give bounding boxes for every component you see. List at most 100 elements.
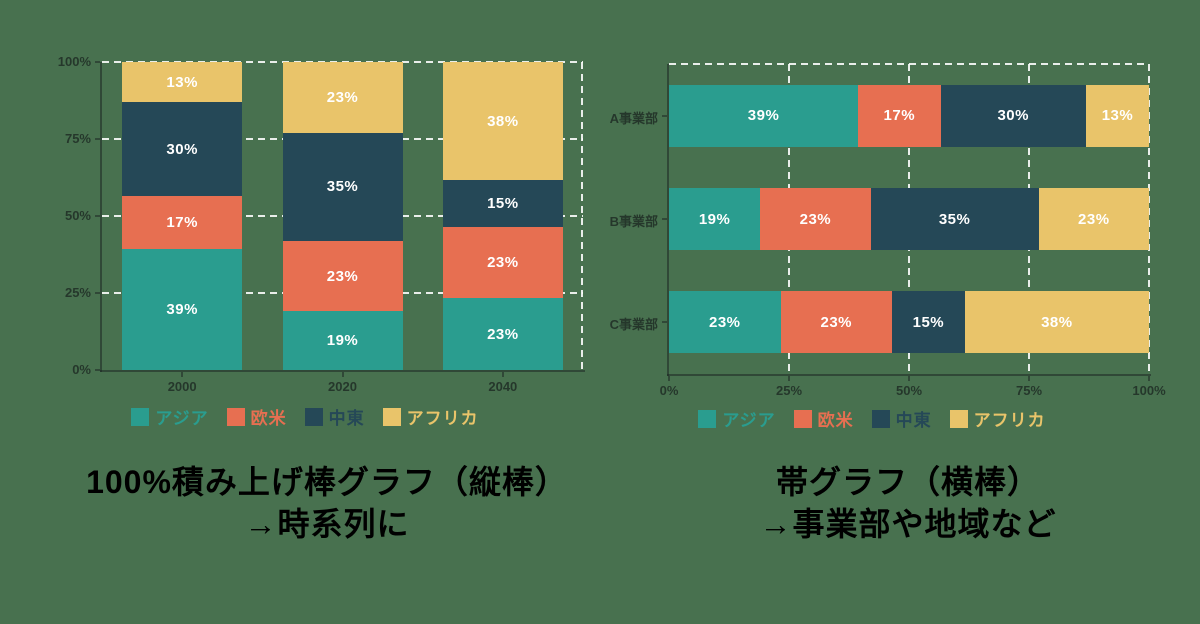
x-tick-label: 25% [775, 383, 803, 398]
bar-value-label: 39% [747, 107, 780, 125]
chart-legend: アジア 欧米 中東 アフリカ [55, 404, 555, 429]
y-tick-label: 25% [64, 285, 91, 300]
bar-value-label: 39% [166, 300, 198, 318]
legend-swatch [793, 409, 812, 428]
y-tick-mark [95, 61, 100, 63]
bar-segment: 23% [669, 291, 781, 354]
y-tick-mark [662, 114, 667, 117]
bar-segment: 23% [282, 240, 403, 312]
bar-value-label: 13% [1101, 107, 1134, 125]
y-tick-mark [662, 218, 667, 220]
caption-left-line1: 100%積み上げ棒グラフ（縦棒） [86, 464, 568, 500]
legend-label: アジア [722, 411, 776, 430]
bar-value-label: 17% [883, 107, 916, 125]
bar-segment: 13% [122, 62, 243, 103]
bar-value-label: 30% [997, 107, 1029, 125]
bar-segment: 19% [669, 188, 761, 250]
x-axis-line [667, 374, 1151, 376]
bar-segment: 19% [282, 311, 403, 370]
bar-value-label: 38% [1041, 313, 1073, 331]
x-tick-mark [181, 372, 184, 377]
bar-segment: 30% [122, 102, 243, 196]
legend-item: アジア [131, 404, 208, 429]
bar-value-label: 35% [938, 210, 971, 228]
y-tick-label: 0% [72, 362, 91, 377]
y-tick-mark [95, 369, 100, 371]
x-tick-mark [341, 372, 344, 377]
bar-value-label: 23% [326, 88, 359, 106]
legend-swatch [871, 409, 890, 428]
bar-segment: 39% [669, 84, 859, 147]
y-tick-label: 50% [64, 208, 91, 223]
x-tick-mark [1148, 376, 1150, 381]
y-tick-label: A事業部 [609, 110, 658, 126]
y-tick-mark [662, 321, 667, 324]
bar-segment: 35% [282, 132, 403, 241]
legend-swatch [304, 407, 323, 426]
caption-right-line2: →事業部や地域など [759, 506, 1057, 542]
legend-item: アジア [698, 406, 775, 431]
legend-swatch [698, 409, 717, 428]
legend-swatch [131, 407, 150, 426]
bar-value-label: 19% [326, 332, 359, 350]
legend-label: 欧米 [817, 411, 854, 430]
x-tick-label: 2000 [167, 379, 197, 394]
bar-value-label: 23% [708, 313, 741, 331]
x-tick-label: 0% [659, 383, 679, 398]
legend-label: アジア [155, 409, 209, 428]
bar-segment: 38% [442, 62, 563, 181]
bar-value-label: 23% [1078, 210, 1110, 228]
legend-item: 中東 [871, 406, 932, 431]
legend-item: 欧米 [793, 406, 854, 431]
bar-segment: 23% [282, 62, 403, 133]
plot-right-border [581, 62, 583, 370]
bar-value-label: 13% [166, 73, 198, 91]
y-tick-mark [95, 138, 100, 140]
x-tick-label: 2020 [328, 379, 357, 394]
bar-value-label: 23% [487, 325, 519, 343]
x-axis-line [100, 370, 585, 372]
y-tick-label: B事業部 [609, 214, 658, 229]
bar-value-label: 23% [326, 267, 359, 285]
y-axis-line [667, 64, 669, 376]
legend-swatch [382, 407, 401, 426]
bar-segment: 35% [870, 188, 1039, 250]
plot-top-border [669, 63, 1149, 65]
bar-segment: 38% [964, 291, 1149, 354]
bar-segment: 17% [858, 84, 941, 147]
y-tick-label: C事業部 [609, 317, 658, 333]
bar-value-label: 38% [487, 112, 519, 130]
bar-segment: 23% [1038, 188, 1149, 250]
x-tick-label: 100% [1132, 383, 1166, 398]
chart-legend: アジア 欧米 中東 アフリカ [622, 406, 1122, 431]
bar-segment: 13% [1085, 84, 1149, 147]
x-tick-mark [1028, 376, 1030, 381]
bar-value-label: 17% [166, 213, 198, 231]
legend-label: 中東 [328, 409, 365, 428]
caption-left: 100%積み上げ棒グラフ（縦棒） →時系列に [27, 461, 627, 545]
bar-segment: 23% [760, 188, 871, 250]
x-tick-label: 2040 [488, 379, 518, 394]
bar-value-label: 23% [820, 313, 853, 331]
x-tick-mark [501, 372, 504, 377]
caption-right-line1: 帯グラフ（横棒） [775, 464, 1040, 500]
legend-label: 欧米 [250, 409, 287, 428]
bar-segment: 15% [892, 291, 965, 354]
legend-item: 欧米 [226, 404, 287, 429]
y-tick-mark [95, 215, 100, 217]
legend-item: 中東 [304, 404, 365, 429]
legend-label: アフリカ [973, 411, 1046, 430]
bar-value-label: 19% [698, 210, 731, 228]
bar-value-label: 23% [799, 210, 832, 228]
bar-value-label: 30% [166, 140, 198, 158]
caption-right: 帯グラフ（横棒） →事業部や地域など [608, 461, 1200, 545]
caption-left-line2: →時系列に [244, 506, 410, 542]
bar-segment: 23% [442, 298, 563, 370]
legend-swatch [949, 409, 968, 428]
bar-segment: 23% [780, 291, 892, 354]
y-axis-line [100, 62, 102, 372]
legend-label: アフリカ [406, 409, 479, 428]
bar-value-label: 35% [326, 178, 359, 196]
grid-line [1148, 64, 1150, 374]
